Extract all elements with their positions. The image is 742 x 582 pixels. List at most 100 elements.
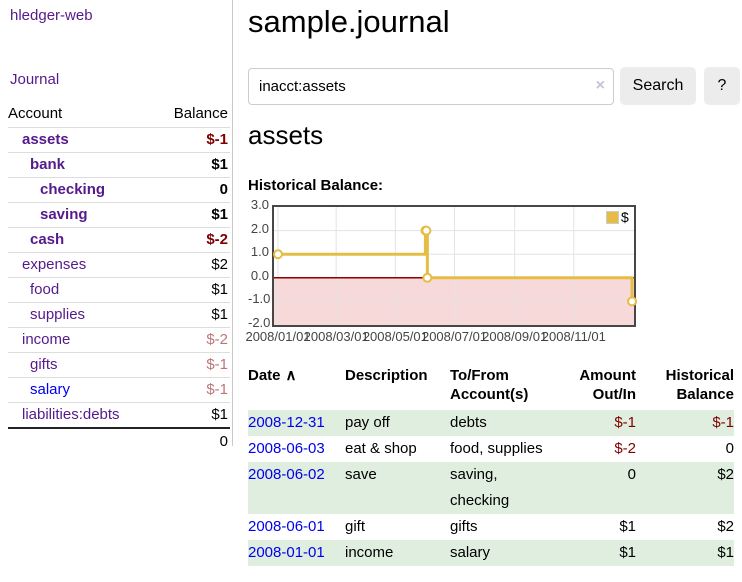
register-col-balance: Historical Balance bbox=[665, 367, 734, 403]
y-axis-tick-label: -2.0 bbox=[248, 315, 271, 330]
account-balance: $-1 bbox=[206, 381, 228, 398]
search-button[interactable]: Search bbox=[620, 67, 696, 105]
page-title: sample.journal bbox=[248, 4, 450, 39]
register-header-row: Date ∧ Description To/From Account(s) Amo… bbox=[248, 363, 734, 410]
chart-plot-area[interactable] bbox=[272, 205, 638, 327]
register-table: Date ∧ Description To/From Account(s) Amo… bbox=[248, 363, 734, 566]
transaction-accounts: debts bbox=[450, 414, 487, 431]
search-input[interactable] bbox=[248, 68, 614, 105]
clear-search-icon[interactable]: × bbox=[595, 77, 605, 94]
account-balance: $1 bbox=[211, 156, 228, 173]
chart-legend: $ bbox=[606, 209, 629, 225]
account-row: income $-2 bbox=[8, 327, 230, 353]
account-balance: $1 bbox=[211, 281, 228, 298]
sidebar-account-link[interactable]: bank bbox=[30, 156, 66, 173]
transaction-balance: 0 bbox=[725, 440, 734, 457]
register-row: 2008-06-02 save saving, checking 0 $2 bbox=[248, 462, 734, 514]
account-row: food $1 bbox=[8, 277, 230, 303]
sidebar-account-link[interactable]: cash bbox=[30, 231, 65, 248]
transaction-description: gift bbox=[345, 518, 366, 535]
account-balance: $-1 bbox=[206, 356, 228, 373]
account-balance: $1 bbox=[211, 306, 228, 323]
sidebar-account-link[interactable]: expenses bbox=[22, 256, 87, 273]
transaction-balance: $2 bbox=[717, 518, 734, 535]
transaction-date-link[interactable]: 2008-01-01 bbox=[248, 544, 325, 561]
accounts-body: assets $-1 bank $1 checking 0 saving $1 cash $-2 e… bbox=[8, 127, 230, 429]
sidebar-account-link[interactable]: gifts bbox=[30, 356, 58, 373]
legend-swatch-icon bbox=[606, 210, 619, 224]
register-row: 2008-06-03 eat & shop food, supplies $-2 0 bbox=[248, 436, 734, 462]
y-axis-tick-label: 1.0 bbox=[250, 244, 269, 260]
account-row: assets $-1 bbox=[8, 127, 230, 153]
sidebar-account-link[interactable]: liabilities:debts bbox=[22, 406, 120, 423]
transaction-date-link[interactable]: 2008-06-01 bbox=[248, 518, 325, 535]
sort-asc-icon: ∧ bbox=[285, 367, 297, 384]
x-axis-tick-label: 2008/05/01 bbox=[362, 329, 428, 344]
transaction-balance: $2 bbox=[717, 466, 734, 483]
sidebar-account-link[interactable]: checking bbox=[40, 181, 106, 198]
transaction-description: save bbox=[345, 466, 377, 483]
account-row: checking 0 bbox=[8, 177, 230, 203]
account-heading: assets bbox=[248, 120, 324, 150]
transaction-accounts: food, supplies bbox=[450, 440, 543, 457]
account-balance: $-2 bbox=[206, 331, 228, 348]
transaction-accounts: salary bbox=[450, 544, 491, 561]
account-balance: $1 bbox=[211, 206, 228, 223]
transaction-accounts: saving, checking bbox=[450, 466, 510, 509]
account-row: saving $1 bbox=[8, 202, 230, 228]
account-balance: $2 bbox=[211, 256, 228, 273]
accounts-col-account: Account bbox=[8, 105, 63, 122]
account-row: liabilities:debts $1 bbox=[8, 402, 230, 429]
transaction-date-link[interactable]: 2008-12-31 bbox=[248, 414, 325, 431]
account-balance: $-2 bbox=[206, 231, 228, 248]
transaction-accounts: gifts bbox=[450, 518, 478, 535]
brand-link[interactable]: hledger-web bbox=[10, 7, 93, 24]
register-col-amount: Amount Out/In bbox=[579, 367, 636, 403]
accounts-total-row: 0 bbox=[8, 428, 230, 455]
transaction-date-link[interactable]: 2008-06-03 bbox=[248, 440, 325, 457]
accounts-table: Account Balance assets $-1 bank $1 checking 0… bbox=[8, 101, 230, 455]
sidebar-account-link[interactable]: supplies bbox=[30, 306, 86, 323]
sidebar: hledger-web Journal Account Balance asse… bbox=[0, 0, 233, 450]
account-row: cash $-2 bbox=[8, 227, 230, 253]
transaction-date-link[interactable]: 2008-06-02 bbox=[248, 466, 325, 483]
account-row: expenses $2 bbox=[8, 252, 230, 278]
account-row: salary $-1 bbox=[8, 377, 230, 403]
help-button[interactable]: ? bbox=[704, 67, 740, 105]
account-row: bank $1 bbox=[8, 152, 230, 178]
legend-label: $ bbox=[621, 209, 629, 225]
x-axis-tick-label: 2008/09/01 bbox=[482, 329, 548, 344]
sidebar-account-link[interactable]: food bbox=[30, 281, 60, 298]
y-axis-tick-label: -1.0 bbox=[248, 291, 271, 307]
sidebar-account-link[interactable]: assets bbox=[22, 131, 69, 148]
sidebar-account-link[interactable]: saving bbox=[40, 206, 88, 223]
register-col-description: Description bbox=[345, 367, 428, 384]
transaction-description: eat & shop bbox=[345, 440, 417, 457]
register-row: 2008-06-01 gift gifts $1 $2 bbox=[248, 514, 734, 540]
transaction-amount: $1 bbox=[619, 544, 636, 561]
register-col-date[interactable]: Date ∧ bbox=[248, 367, 297, 384]
register-row: 2008-12-31 pay off debts $-1 $-1 bbox=[248, 410, 734, 436]
register-col-accounts: To/From Account(s) bbox=[450, 367, 529, 403]
account-balance: 0 bbox=[219, 181, 228, 198]
transaction-amount: $-1 bbox=[614, 414, 636, 431]
sidebar-account-link[interactable]: salary bbox=[30, 381, 71, 398]
y-axis-tick-label: 0.0 bbox=[250, 267, 269, 283]
transaction-description: pay off bbox=[345, 414, 390, 431]
historical-balance-chart: $ 3.0 2.0 1.0 0.0 -1.0 -2.0 2008/01/01 2008/03/… bbox=[245, 197, 682, 348]
chart-title: Historical Balance: bbox=[248, 177, 384, 194]
register-body: 2008-12-31 pay off debts $-1 $-1 2008-06-03 ea… bbox=[248, 410, 734, 566]
accounts-total-value: 0 bbox=[219, 433, 228, 450]
register-row: 2008-01-01 income salary $1 $1 bbox=[248, 540, 734, 566]
search-box: × bbox=[248, 68, 614, 105]
x-axis-tick-label: 2008/01/01 bbox=[245, 329, 311, 344]
transaction-amount: 0 bbox=[627, 466, 636, 483]
sidebar-account-link[interactable]: income bbox=[22, 331, 71, 348]
sidebar-item-journal[interactable]: Journal bbox=[10, 71, 60, 88]
account-balance: $-1 bbox=[206, 131, 228, 148]
x-axis-tick-label: 2008/03/01 bbox=[303, 329, 369, 344]
account-row: supplies $1 bbox=[8, 302, 230, 328]
transaction-description: income bbox=[345, 544, 394, 561]
accounts-header-row: Account Balance bbox=[8, 101, 230, 128]
transaction-balance: $1 bbox=[717, 544, 734, 561]
